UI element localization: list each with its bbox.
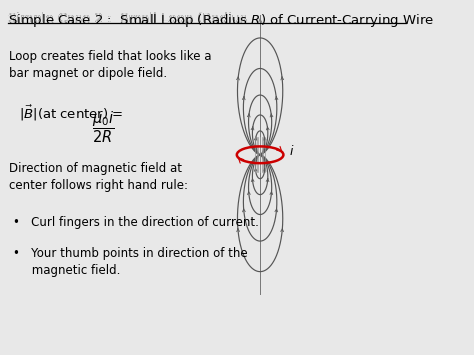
Text: $\dfrac{\mu_0 i}{2R}$: $\dfrac{\mu_0 i}{2R}$ — [92, 109, 114, 145]
Text: Loop creates field that looks like a
bar magnet or dipole field.: Loop creates field that looks like a bar… — [9, 50, 211, 80]
Text: $|\vec{B}|$(at center) =: $|\vec{B}|$(at center) = — [19, 104, 125, 124]
Text: Simple Case 2 :  Small Loop (Radius: Simple Case 2 : Small Loop (Radius — [8, 11, 259, 24]
Text: Simple Case 2 :  Small Loop (Radius: Simple Case 2 : Small Loop (Radius — [8, 11, 251, 24]
Text: •   Your thumb points in direction of the
     magnetic field.: • Your thumb points in direction of the … — [13, 247, 247, 277]
Text: Simple Case 2 :  Small Loop (Radius $R$) of Current-Carrying Wire: Simple Case 2 : Small Loop (Radius $R$) … — [8, 11, 434, 28]
Text: •   Curl fingers in the direction of current.: • Curl fingers in the direction of curre… — [13, 216, 259, 229]
Text: Direction of magnetic field at
center follows right hand rule:: Direction of magnetic field at center fo… — [9, 162, 188, 192]
Text: $i$: $i$ — [290, 144, 295, 158]
